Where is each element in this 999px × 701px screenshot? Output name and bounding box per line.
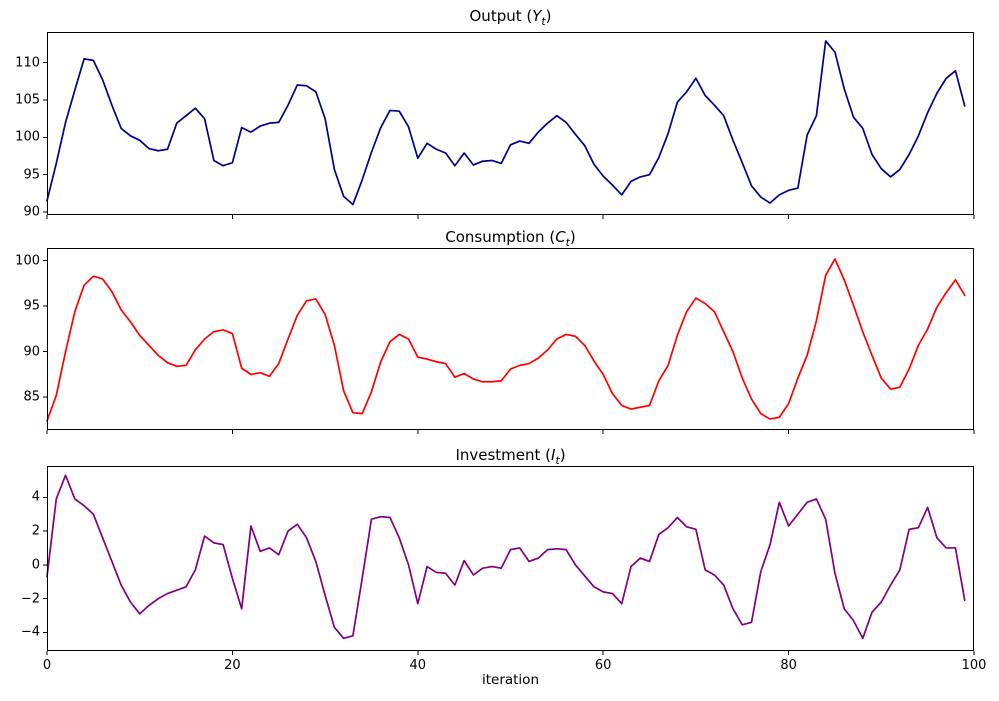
axes-investment (43, 466, 975, 655)
x-tick-label: 60 (594, 658, 612, 673)
title-sub: t (541, 15, 546, 28)
y-tick-label: 85 (23, 389, 40, 405)
y-tick-label: 4 (31, 489, 40, 505)
y-tick-label: 90 (23, 204, 40, 220)
title-var: I (551, 446, 556, 464)
y-tick-label: 100 (15, 253, 40, 269)
y-tick-label: 95 (23, 298, 40, 314)
panel-title-consumption: Consumption (Ct) (47, 227, 974, 249)
x-tick-label: 100 (961, 658, 987, 673)
title-sub: t (555, 454, 560, 467)
y-tick-label: 95 (23, 167, 40, 183)
title-var: C (555, 228, 566, 246)
title-text: ) (559, 446, 566, 464)
title-text: ) (569, 228, 576, 246)
investment-line-plot (43, 466, 975, 655)
x-tick-label: 20 (224, 658, 241, 673)
x-tick-label: 80 (780, 658, 797, 673)
x-axis-label: iteration (481, 672, 540, 688)
y-tick-label: 105 (15, 92, 40, 108)
title-text: Consumption ( (445, 228, 556, 246)
title-text: ) (545, 7, 552, 25)
y-tick-label: 100 (15, 129, 40, 145)
y-tick-label: 110 (15, 55, 40, 71)
y-tick-label: 90 (23, 344, 40, 360)
panel-title-investment: Investment (It) (47, 445, 974, 467)
title-text: Investment ( (455, 446, 552, 464)
axes-consumption (43, 248, 975, 434)
y-tick-label: −4 (20, 624, 40, 640)
consumption-line-plot (43, 248, 975, 434)
y-tick-label: 0 (31, 557, 40, 573)
title-text: Output ( (469, 7, 533, 25)
y-tick-label: −2 (20, 591, 40, 607)
title-var: Y (532, 7, 542, 25)
title-sub: t (565, 236, 570, 249)
output-line-plot (43, 32, 975, 219)
axes-output (43, 32, 975, 219)
panel-title-output: Output (Yt) (47, 6, 974, 28)
x-tick-label: 40 (409, 658, 427, 673)
x-tick-label: 0 (42, 658, 52, 673)
y-tick-label: 2 (31, 523, 40, 539)
